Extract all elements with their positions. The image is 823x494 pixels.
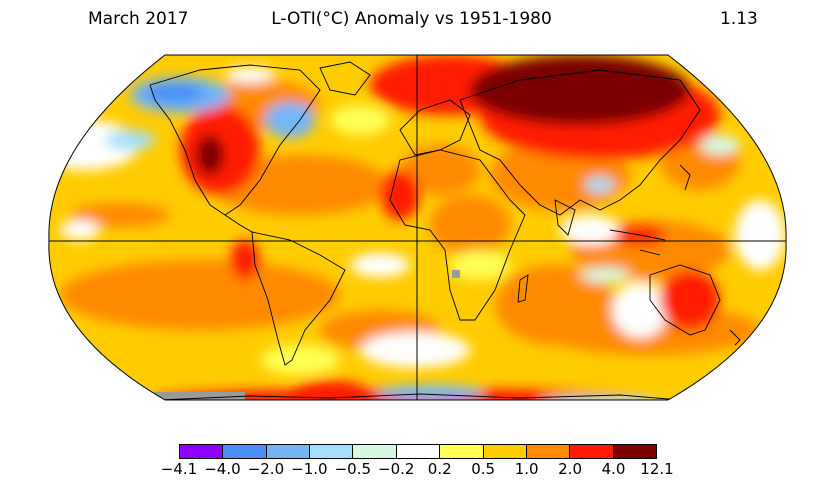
legend-tick-label: −0.5 [334,460,372,478]
coastlines [149,61,741,400]
legend-swatch [223,445,267,458]
legend-tick-label: 1.0 [514,460,539,478]
legend-swatch [396,445,441,458]
color-legend [179,444,657,459]
legend-swatch [180,445,224,458]
legend-swatch [266,445,311,458]
global-mean-value: 1.13 [720,9,758,29]
missing-data-region [155,392,245,400]
legend-swatch [613,445,656,458]
legend-tick-label: 12.1 [640,460,674,478]
legend-tick-label: −1.0 [291,460,328,478]
legend-swatch [570,445,614,458]
legend-swatch [526,445,571,458]
anomaly-field [48,55,787,400]
legend-tick-label: 2.0 [558,460,583,478]
legend-tick-label: −2.0 [247,460,285,478]
legend-tick-label: 0.5 [471,460,496,478]
legend-ticks: −4.1 −4.0 −2.0 −1.0 −0.5 −0.2 0.2 0.5 1.0 2.0 4.0 1… [0,459,823,483]
legend-swatch [440,445,484,458]
anomaly-map [48,54,787,401]
legend-tick-label: −4.0 [204,460,241,478]
legend-swatch [310,445,354,458]
missing-data-cell [452,270,460,278]
legend-tick-label: −4.1 [160,460,198,478]
legend-tick-label: −0.2 [378,460,415,478]
legend-swatch [353,445,397,458]
legend-tick-label: 0.2 [427,460,452,478]
map-title: L-OTI(°C) Anomaly vs 1951-1980 [271,9,552,29]
legend-tick-label: 4.0 [601,460,626,478]
date-label: March 2017 [88,9,189,29]
globe-outline [48,54,787,401]
legend-swatch [483,445,527,458]
